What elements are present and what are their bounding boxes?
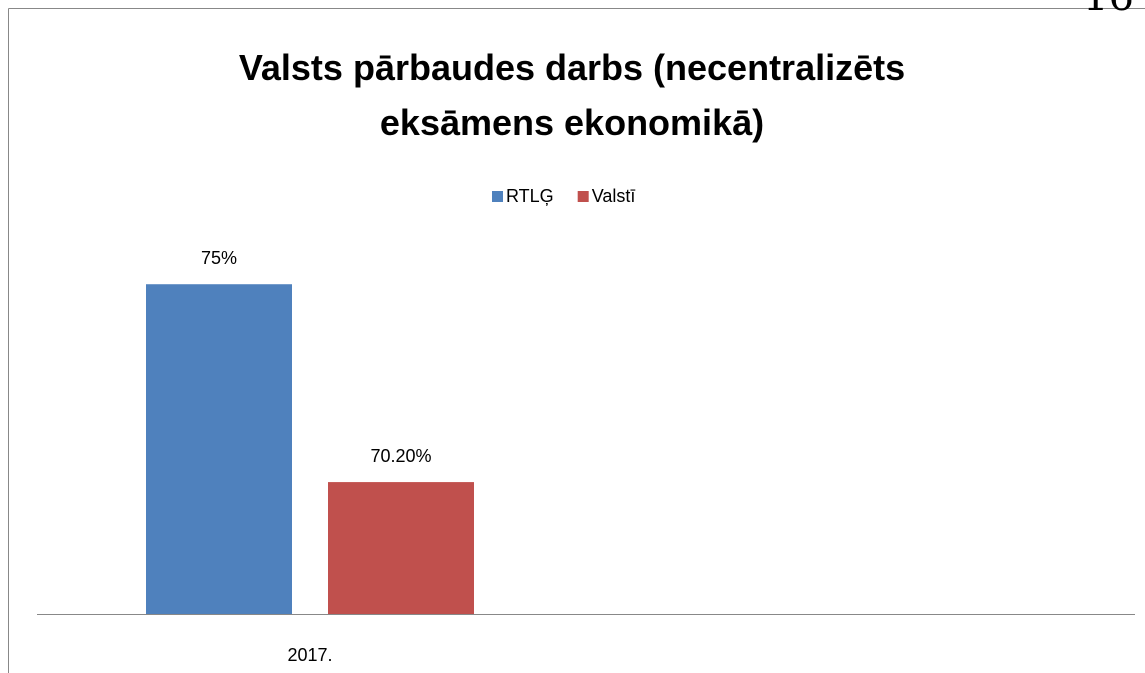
- legend-label: RTLĢ: [506, 186, 554, 206]
- legend-label: Valstī: [592, 186, 636, 206]
- legend-swatch: [577, 191, 589, 202]
- bar: [328, 482, 474, 614]
- value-label: 75%: [201, 248, 237, 268]
- bar: [146, 284, 292, 614]
- legend-swatch: [492, 191, 503, 202]
- x-tick-label: 2017.: [287, 645, 332, 665]
- chart-title: Valsts pārbaudes darbs (necentralizēts e…: [238, 47, 906, 143]
- value-label: 70.20%: [370, 446, 431, 466]
- page-number: 16: [1083, 0, 1134, 20]
